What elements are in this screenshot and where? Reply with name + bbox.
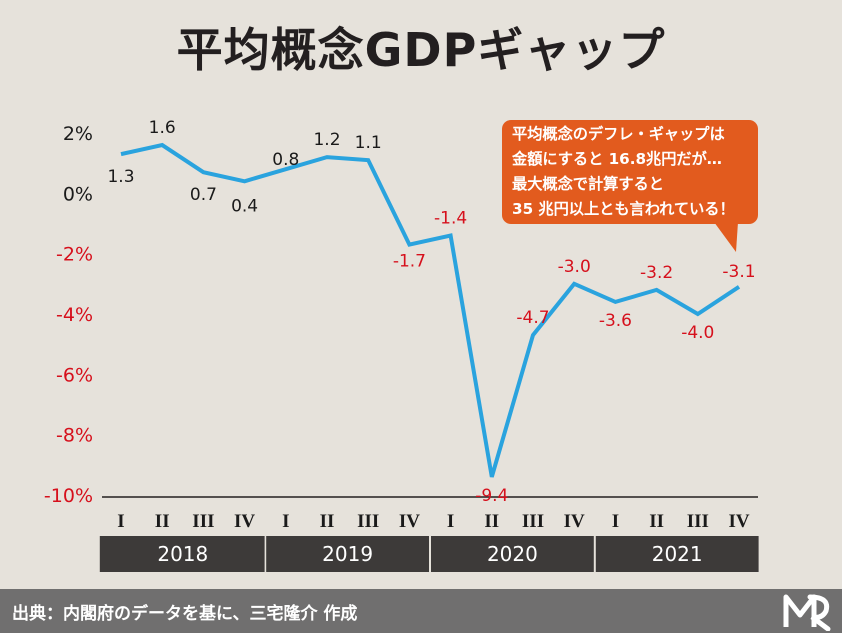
year-band-segment bbox=[431, 536, 594, 572]
brand-logo-icon bbox=[783, 594, 831, 631]
y-axis-ticks: 2% 0% -2% -4% -6% -8% -10% bbox=[44, 123, 93, 507]
year-band-segment bbox=[595, 536, 759, 572]
quarter-tick-label: I bbox=[282, 511, 289, 532]
year-label: 2020 bbox=[487, 542, 538, 566]
quarter-tick-label: II bbox=[320, 511, 335, 532]
y-tick-label: -2% bbox=[56, 244, 93, 266]
quarter-tick-label: III bbox=[687, 511, 709, 532]
quarter-tick-label: IV bbox=[234, 511, 255, 532]
footer-bar: 出典：内閣府のデータを基に、三宅隆介 作成 bbox=[0, 589, 842, 633]
quarter-tick-label: IV bbox=[399, 511, 420, 532]
data-label: -1.7 bbox=[393, 252, 426, 272]
y-tick-label: -4% bbox=[56, 304, 93, 326]
gdp-gap-line-chart: 2%0%-2%-4%-6%-8%-10% I II III IV I II III IV I II… bbox=[44, 118, 759, 572]
y-tick-label: 2% bbox=[63, 123, 93, 145]
callout-line-3: 最大概念で計算すると bbox=[512, 175, 664, 193]
data-label: -4.0 bbox=[681, 323, 714, 343]
quarter-tick-label: I bbox=[447, 511, 454, 532]
quarter-tick-label: III bbox=[192, 511, 214, 532]
quarter-tick-label: IV bbox=[728, 511, 749, 532]
quarter-tick-label: III bbox=[522, 511, 544, 532]
chart-title: 平均概念GDPギャップ bbox=[176, 23, 666, 77]
year-band-segment bbox=[99, 536, 265, 572]
callout-tail bbox=[714, 222, 738, 252]
year-label: 2019 bbox=[322, 542, 373, 566]
data-label: 0.4 bbox=[231, 196, 258, 216]
year-band-segment bbox=[266, 536, 429, 572]
quarter-tick-label: I bbox=[117, 511, 124, 532]
quarter-tick-label: IV bbox=[564, 511, 585, 532]
data-label: 1.1 bbox=[355, 133, 382, 153]
data-label: -4.7 bbox=[516, 308, 549, 328]
y-tick-label: -10% bbox=[44, 485, 93, 507]
data-label: -9.4 bbox=[475, 486, 508, 506]
data-label: -3.2 bbox=[640, 263, 673, 283]
callout-line-4: 35 兆円以上とも言われている！ bbox=[512, 200, 735, 218]
source-credit: 出典：内閣府のデータを基に、三宅隆介 作成 bbox=[12, 604, 358, 624]
data-label: 0.7 bbox=[190, 185, 217, 205]
year-band: 2018 2019 2020 2021 bbox=[99, 536, 759, 572]
y-tick-label: 0% bbox=[63, 183, 93, 205]
quarter-tick-label: II bbox=[484, 511, 499, 532]
callout-box: 平均概念のデフレ・ギャップは 金額にすると 16.8兆円だが… 最大概念で計算す… bbox=[502, 120, 758, 224]
year-label: 2021 bbox=[652, 542, 703, 566]
callout-line-2: 金額にすると 16.8兆円だが… bbox=[512, 150, 722, 168]
quarter-tick-label: II bbox=[155, 511, 170, 532]
data-label: 1.3 bbox=[107, 167, 134, 187]
year-label: 2018 bbox=[157, 542, 208, 566]
quarter-tick-label: III bbox=[357, 511, 379, 532]
data-label: -1.4 bbox=[434, 209, 467, 229]
y-tick-label: -8% bbox=[56, 425, 93, 447]
quarter-tick-label: II bbox=[649, 511, 664, 532]
data-label: 1.6 bbox=[149, 118, 176, 138]
gdp-gap-series-line bbox=[120, 142, 741, 478]
data-label: -3.6 bbox=[599, 311, 632, 331]
data-label: 1.2 bbox=[313, 130, 340, 150]
data-label: 0.8 bbox=[272, 150, 299, 170]
data-label: -3.0 bbox=[558, 257, 591, 277]
data-label: -3.1 bbox=[722, 262, 755, 282]
quarter-tick-label: I bbox=[612, 511, 619, 532]
quarter-ticks: I II III IV I II III IV I II III IV I II III IV bbox=[117, 511, 750, 532]
callout-line-1: 平均概念のデフレ・ギャップは bbox=[512, 125, 725, 143]
data-labels: 1.3 1.6 0.7 0.4 0.8 1.2 1.1 -1.7 -1.4 -9.4 -4.7 -3.… bbox=[107, 118, 755, 506]
y-tick-label: -6% bbox=[56, 364, 93, 386]
